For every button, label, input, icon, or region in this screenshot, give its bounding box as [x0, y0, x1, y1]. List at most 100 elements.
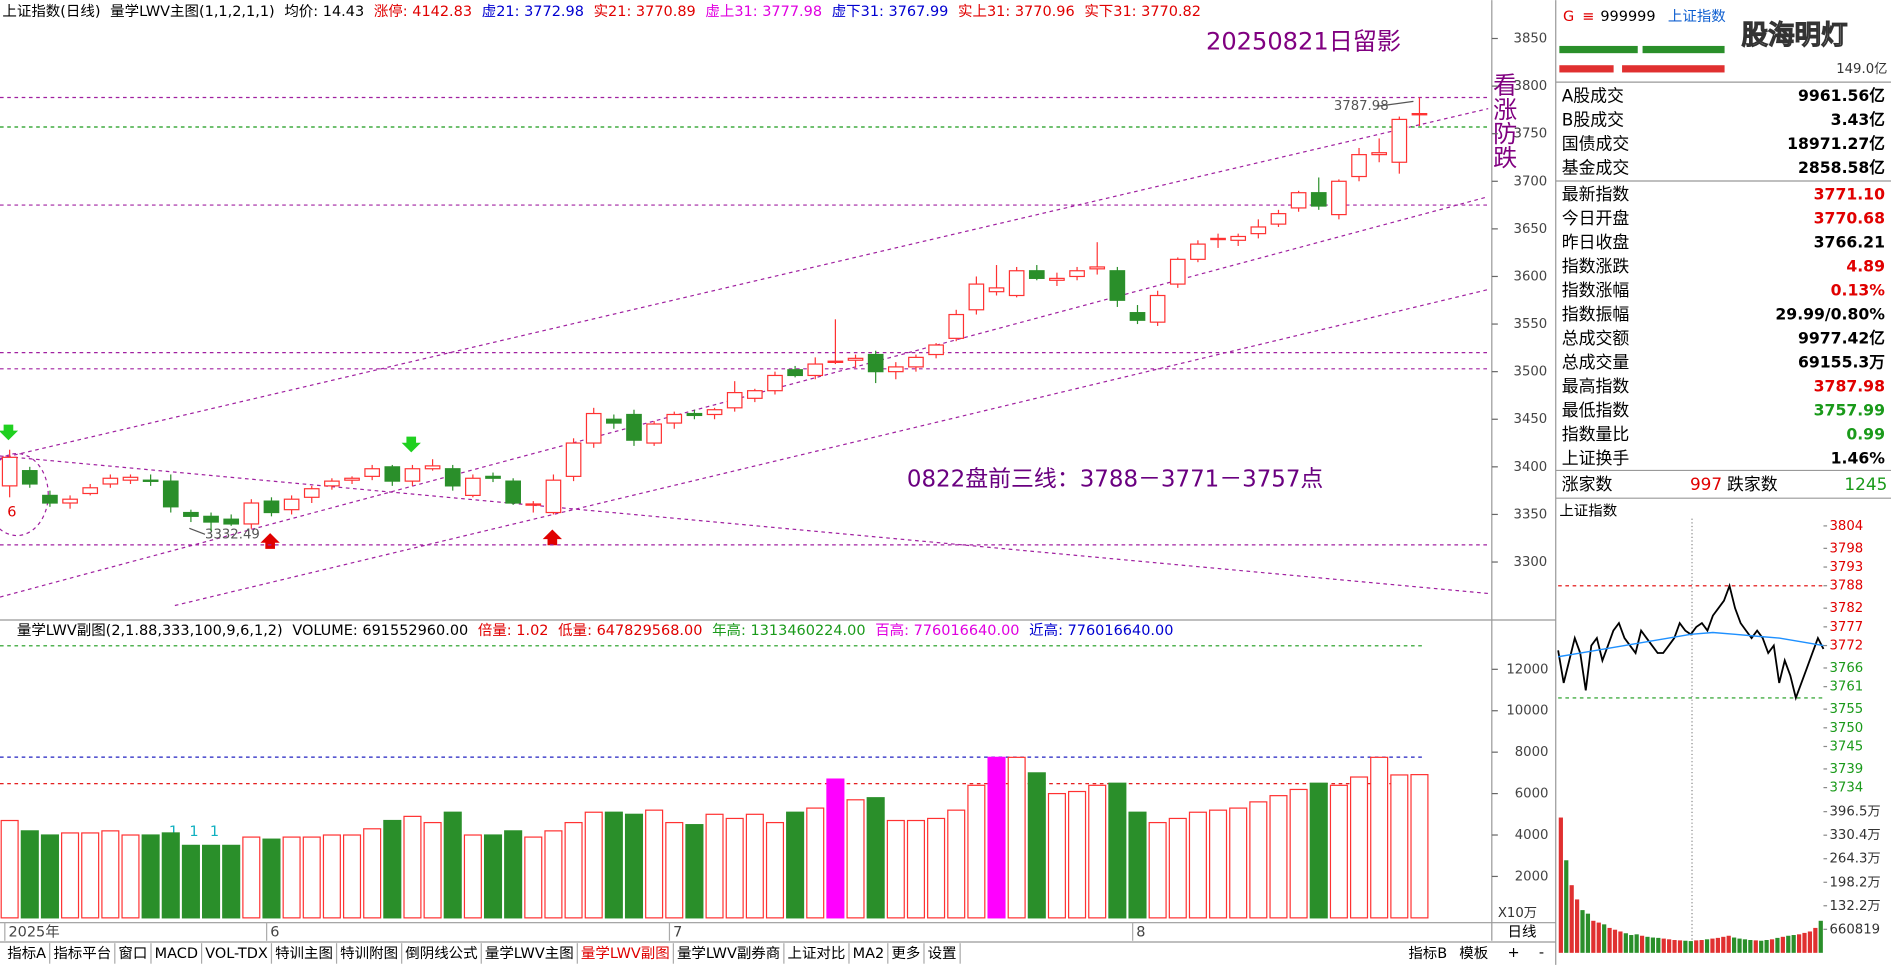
candle-body: [465, 477, 481, 496]
v-tick-label: 132.2万: [1829, 899, 1880, 914]
intraday-volume: [1764, 940, 1769, 953]
intraday-volume: [1661, 938, 1666, 953]
intraday-volume: [1580, 910, 1585, 953]
quote-value: 3770.68: [1814, 208, 1885, 227]
tab[interactable]: 量学LWV副券商: [677, 945, 780, 962]
zoom-in[interactable]: +: [1507, 945, 1519, 961]
candle-body: [162, 480, 179, 508]
volume-bar: [665, 821, 684, 919]
sub-header-item: 倍量: 1.02: [478, 622, 549, 639]
timeframe[interactable]: 日线: [1507, 923, 1536, 940]
quote-label: 指数振幅: [1562, 304, 1630, 324]
volume-bar: [645, 809, 664, 919]
quote-label: 指数涨跌: [1562, 256, 1630, 276]
intraday-volume: [1818, 920, 1823, 953]
trend-lines: [0, 108, 1489, 607]
volume-bar: [302, 836, 321, 919]
y-tick-label: 3788: [1829, 579, 1863, 594]
candle-body: [142, 479, 159, 482]
quote-value: 3.43亿: [1831, 110, 1885, 129]
tab[interactable]: 窗口: [118, 944, 147, 962]
intraday-volume: [1656, 937, 1661, 953]
intraday-volume: [1769, 939, 1775, 953]
tab[interactable]: 更多: [891, 945, 920, 962]
tab[interactable]: 指标A: [7, 945, 46, 962]
buy-arrow: [542, 529, 562, 546]
quote-value: 3771.10: [1814, 184, 1885, 203]
y-tick-label: 3400: [1514, 460, 1548, 475]
candle-body: [847, 357, 864, 361]
volume-bar: [1410, 774, 1429, 919]
low-label: 3332.49: [205, 527, 260, 542]
tab[interactable]: 上证对比: [787, 945, 845, 962]
candle-body: [1129, 312, 1146, 321]
menu-icon[interactable]: ≡: [1582, 9, 1594, 25]
buy-arrow: [260, 533, 280, 549]
tab[interactable]: 指标平台: [53, 945, 111, 962]
volume-bar: [1349, 776, 1369, 919]
vol-mark: 1: [169, 824, 178, 840]
flag: G: [1563, 9, 1574, 25]
volume-bar: [806, 807, 825, 919]
volume-bar: [765, 821, 785, 919]
y-tick-label: 4000: [1515, 828, 1549, 843]
intraday-volume: [1591, 920, 1596, 953]
candle-body: [787, 369, 803, 377]
header-item: 虚上31: 3777.98: [705, 3, 822, 20]
volume-bar: [161, 832, 180, 919]
intraday-volume: [1780, 936, 1785, 953]
tab[interactable]: 特训附图: [340, 945, 398, 962]
intraday-volume: [1791, 935, 1796, 953]
tab[interactable]: VOL-TDX: [205, 946, 268, 962]
tab[interactable]: 倒阴线公式: [405, 945, 477, 962]
y-tick-label: 3700: [1514, 174, 1548, 189]
volume-bar: [524, 836, 543, 919]
volume-bar: [1329, 784, 1348, 919]
tab[interactable]: 量学LWV主图: [485, 945, 574, 962]
volume-bar: [181, 844, 200, 919]
vol-mark: 1: [189, 824, 198, 840]
quote-label: 最高指数: [1562, 376, 1630, 396]
plan-note: 0822盘前三线：3788－3771－3757点: [907, 467, 1323, 493]
candle-body: [887, 366, 904, 373]
y-tick-label: 3745: [1829, 739, 1863, 754]
quote-value: 9961.56亿: [1798, 86, 1885, 105]
tab[interactable]: 指标B: [1408, 945, 1447, 962]
candle-body: [303, 488, 320, 498]
tab[interactable]: 设置: [928, 945, 957, 962]
y-tick-label: 3350: [1514, 507, 1548, 522]
tab[interactable]: MA2: [853, 946, 885, 962]
volume-bar: [584, 811, 603, 919]
breadth-label: 涨家数: [1562, 474, 1613, 494]
v-tick-label: 330.4万: [1829, 828, 1880, 843]
candle-body: [767, 374, 783, 392]
y-tick-label: 3600: [1514, 269, 1548, 284]
candle-body: [1391, 118, 1408, 163]
candle-body: [545, 479, 562, 514]
quote-value: 9977.42亿: [1798, 328, 1885, 347]
header-item: 量学LWV主图(1,1,2,1,1): [110, 3, 275, 20]
quote-value: 3757.99: [1814, 400, 1885, 419]
candle-body: [565, 442, 582, 477]
candle-body: [746, 390, 763, 399]
candle-body: [686, 412, 703, 417]
intraday-volume: [1650, 937, 1656, 953]
quote-value: 1.46%: [1831, 448, 1886, 467]
quote-label: 上证换手: [1562, 448, 1630, 468]
y-tick-label: 3300: [1514, 555, 1548, 570]
y-tick-label: 12000: [1506, 662, 1548, 677]
y-tick-label: 3739: [1829, 762, 1863, 777]
candle-body: [1190, 243, 1206, 260]
tab[interactable]: MACD: [155, 946, 198, 962]
volume-bar: [121, 834, 140, 919]
candle-body: [1351, 154, 1367, 178]
tab[interactable]: 特训主图: [275, 945, 333, 962]
candle-body: [1109, 270, 1126, 301]
flow-bar: [1642, 45, 1725, 54]
header-item: 实上31: 3770.96: [958, 3, 1075, 20]
sub-header-item: VOLUME: 691552960.00: [292, 623, 468, 639]
zoom-out[interactable]: -: [1539, 945, 1544, 961]
tab[interactable]: 量学LWV副图: [581, 945, 670, 962]
quote-value: 4.89: [1846, 256, 1885, 275]
tab[interactable]: 模板: [1459, 944, 1488, 962]
